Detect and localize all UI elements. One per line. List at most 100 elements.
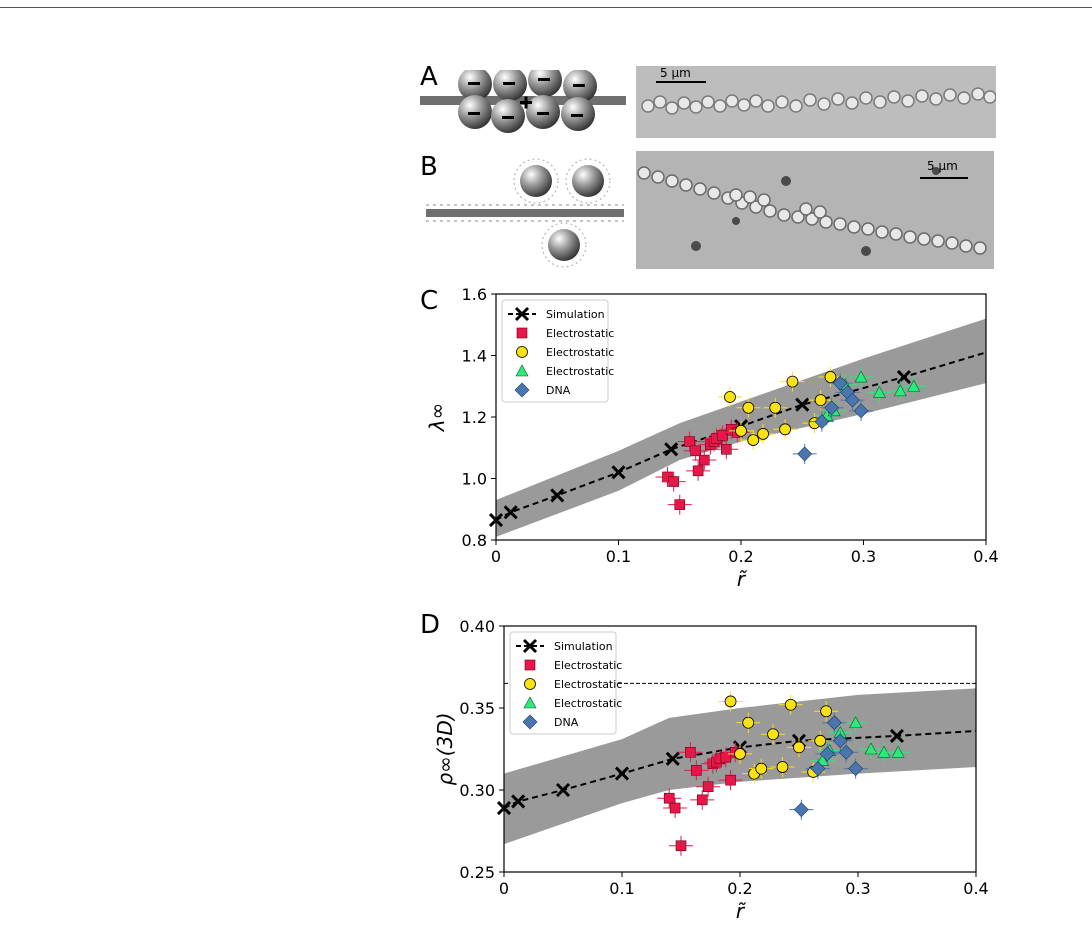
micrograph-b: 5 μm	[636, 151, 994, 269]
polymer-brush	[426, 204, 624, 222]
legend-marker	[522, 714, 538, 730]
data-point	[690, 445, 701, 457]
charged-sphere-cluster	[458, 70, 597, 133]
simulation-point	[889, 728, 905, 743]
y-tick-label: 0.30	[459, 781, 495, 800]
top-rule	[0, 7, 1092, 8]
schematic-a	[420, 70, 626, 133]
legend-label: Electrostatic	[554, 697, 622, 710]
rod	[420, 96, 626, 105]
legend-box	[501, 299, 609, 403]
data-point	[820, 705, 833, 718]
legend-label: Simulation	[554, 640, 613, 653]
x-tick-label: 0.3	[851, 547, 876, 566]
data-point	[767, 728, 779, 741]
data-point	[853, 403, 869, 419]
data-point	[675, 840, 687, 852]
legend-label: Electrostatic	[554, 678, 622, 691]
data-point	[698, 454, 710, 466]
data-point	[669, 802, 681, 814]
scale-label-b: 5 μm	[927, 159, 958, 173]
y-tick-label: 1.6	[462, 285, 487, 304]
data-point	[832, 733, 848, 749]
legend: Simulation Electrostatic Electrostatic Elec…	[501, 299, 614, 403]
y-tick-label: 1.4	[462, 347, 487, 366]
data-point	[854, 370, 868, 383]
panel-label-d: D	[420, 610, 441, 640]
data-point	[735, 424, 747, 437]
coated-spheres	[513, 158, 611, 268]
simulation-point	[664, 442, 679, 457]
scale-bar-a	[656, 81, 706, 83]
data-point	[757, 428, 769, 440]
data-point	[663, 792, 675, 804]
panel-label-c: C	[420, 286, 439, 316]
schematic-b	[426, 158, 624, 268]
simulation-point	[555, 782, 571, 798]
data-point	[907, 379, 921, 392]
data-point	[720, 443, 732, 455]
legend-marker	[514, 382, 530, 398]
data-point	[793, 802, 809, 818]
data-point	[797, 446, 813, 462]
data-point	[747, 434, 760, 446]
y-tick-label: 1.2	[462, 408, 487, 427]
legend-marker	[516, 327, 528, 339]
data-point	[824, 400, 840, 416]
legend-label: Electrostatic	[546, 346, 614, 359]
caption-fragment	[0, 930, 1092, 942]
data-point	[793, 741, 805, 754]
data-point	[776, 761, 789, 773]
x-tick-label: 0.2	[728, 547, 753, 566]
legend-marker	[524, 659, 536, 671]
x-tick-label: 0.1	[606, 547, 631, 566]
legend-marker	[514, 306, 530, 322]
data-point	[849, 716, 863, 729]
x-axis-label: r̃	[736, 899, 747, 923]
legend-label: Electrostatic	[554, 659, 622, 672]
data-point	[864, 742, 878, 755]
data-point	[674, 499, 686, 510]
legend-marker	[522, 638, 538, 654]
data-point	[826, 715, 842, 731]
data-point	[692, 465, 704, 477]
x-tick-label: 0	[499, 879, 509, 898]
data-point	[845, 392, 860, 408]
data-point	[848, 761, 864, 777]
data-point	[893, 384, 907, 397]
data-point	[810, 761, 826, 777]
series-2	[717, 367, 843, 451]
y-tick-label: 0.40	[459, 617, 495, 636]
simulation-point	[511, 794, 526, 809]
data-point	[784, 698, 797, 711]
simulation-point	[614, 766, 630, 781]
data-point	[702, 781, 714, 793]
data-point	[742, 716, 755, 729]
y-axis-label: ρ∞(3D)	[433, 712, 457, 785]
y-tick-label: 1.0	[462, 470, 487, 489]
x-tick-label: 0.2	[727, 879, 752, 898]
simulation-point	[550, 488, 565, 503]
chart-rho: 0 0.1 0.2 0.3 0.4 0.25 0.30 0.35 0.40 r̃ ρ∞(3D) Sim…	[433, 617, 989, 923]
data-point	[725, 774, 736, 786]
rod	[426, 209, 624, 217]
data-point	[786, 375, 799, 388]
legend-marker	[524, 678, 536, 690]
legend-label: Electrostatic	[546, 365, 614, 378]
legend-label: DNA	[546, 384, 571, 397]
simulation-point	[795, 397, 810, 412]
data-point	[685, 746, 696, 758]
micrograph-a-beads	[641, 87, 996, 115]
series-2	[718, 691, 839, 784]
y-axis-label: λ∞	[425, 403, 449, 433]
micrograph-a: 5 μm	[636, 66, 996, 138]
simulation-line	[495, 351, 987, 521]
data-point	[769, 401, 782, 414]
simulation-point	[665, 751, 680, 766]
legend-box	[509, 631, 617, 735]
data-point	[891, 745, 905, 758]
data-point	[838, 744, 854, 760]
x-axis-label: r̃	[737, 567, 748, 591]
data-point	[814, 734, 827, 747]
data-point	[755, 762, 768, 775]
